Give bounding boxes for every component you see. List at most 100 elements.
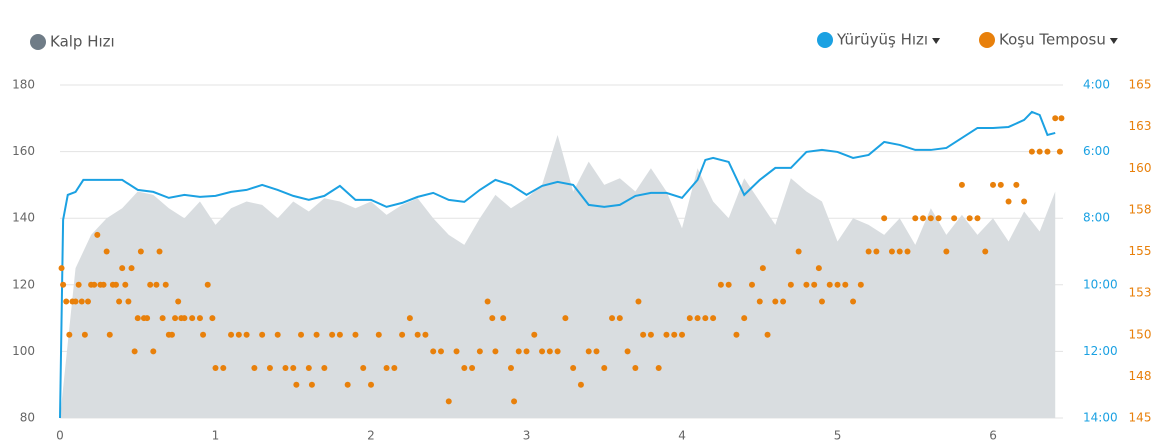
y3-tick-label: 153 xyxy=(1129,286,1152,300)
cadence-dot xyxy=(748,281,755,288)
cadence-dot xyxy=(189,315,196,322)
y3-tick-label: 158 xyxy=(1129,202,1152,216)
cadence-dot xyxy=(308,381,315,388)
cadence-dot xyxy=(562,315,569,322)
cadence-dot xyxy=(336,331,343,338)
cadence-dot xyxy=(305,365,312,372)
cadence-dot xyxy=(1005,198,1012,205)
cadence-dot xyxy=(131,348,138,355)
y-tick-label: 140 xyxy=(12,211,35,225)
cadence-dot xyxy=(787,281,794,288)
cadence-dot xyxy=(1013,181,1020,188)
cadence-dot xyxy=(857,281,864,288)
cadence-dot xyxy=(601,365,608,372)
cadence-dot xyxy=(128,265,135,272)
cadence-dot xyxy=(329,331,336,338)
cadence-dot xyxy=(235,331,242,338)
legend-marker xyxy=(30,34,46,50)
cadence-dot xyxy=(616,315,623,322)
cadence-dot xyxy=(422,331,429,338)
cadence-dot xyxy=(162,281,169,288)
legend-marker xyxy=(817,32,833,48)
cadence-dot xyxy=(368,381,375,388)
x-tick-label: 6 xyxy=(989,429,997,443)
cadence-dot xyxy=(1028,148,1035,155)
cadence-dot xyxy=(103,248,110,255)
cadence-dot xyxy=(344,381,351,388)
cadence-dot xyxy=(391,365,398,372)
cadence-dot xyxy=(282,365,289,372)
cadence-dot xyxy=(511,398,518,405)
cadence-dot xyxy=(663,331,670,338)
cadence-dot xyxy=(383,365,390,372)
legend-dropdown-arrow xyxy=(932,38,941,44)
cadence-dot xyxy=(943,248,950,255)
cadence-dot xyxy=(293,381,300,388)
cadence-dot xyxy=(147,281,154,288)
cadence-dot xyxy=(546,348,553,355)
y-tick-label: 180 xyxy=(12,78,35,92)
cadence-dot xyxy=(593,348,600,355)
cadence-dot xyxy=(150,348,157,355)
cadence-dot xyxy=(920,215,927,222)
cadence-dot xyxy=(795,248,802,255)
cadence-dot xyxy=(927,215,934,222)
cadence-dot xyxy=(733,331,740,338)
cadence-dot xyxy=(91,281,98,288)
cadence-dot xyxy=(1058,115,1065,122)
cadence-dot xyxy=(228,331,235,338)
y2-tick-label: 10:00 xyxy=(1083,277,1118,291)
legend-marker xyxy=(979,32,995,48)
cadence-dot xyxy=(647,331,654,338)
cadence-dot xyxy=(523,348,530,355)
cadence-dot xyxy=(290,365,297,372)
cadence-dot xyxy=(764,331,771,338)
cadence-dot xyxy=(94,231,101,238)
cadence-dot xyxy=(717,281,724,288)
cadence-dot xyxy=(570,365,577,372)
legend-item[interactable]: Yürüyüş Hızı xyxy=(817,31,941,49)
cadence-dot xyxy=(811,281,818,288)
y2-tick-label: 14:00 xyxy=(1083,411,1118,425)
legend-dropdown-arrow xyxy=(1109,38,1118,44)
cadence-dot xyxy=(826,281,833,288)
cadence-dot xyxy=(515,348,522,355)
legend-item[interactable]: Koşu Temposu xyxy=(979,31,1118,49)
cadence-dot xyxy=(243,331,250,338)
cadence-dot xyxy=(850,298,857,305)
cadence-dot xyxy=(58,265,65,272)
cadence-dot xyxy=(196,315,203,322)
cadence-dot xyxy=(818,298,825,305)
y2-tick-label: 8:00 xyxy=(1083,211,1110,225)
legend-label: Koşu Temposu xyxy=(999,31,1106,49)
cadence-dot xyxy=(873,248,880,255)
cadence-dot xyxy=(484,298,491,305)
cadence-dot xyxy=(725,281,732,288)
cadence-dot xyxy=(966,215,973,222)
legend-item[interactable]: Kalp Hızı xyxy=(30,33,115,51)
x-tick-label: 4 xyxy=(678,429,686,443)
cadence-dot xyxy=(106,331,113,338)
x-tick-label: 2 xyxy=(367,429,375,443)
cadence-dot xyxy=(84,298,91,305)
cadence-dot xyxy=(274,331,281,338)
cadence-dot xyxy=(710,315,717,322)
cadence-dot xyxy=(1036,148,1043,155)
cadence-dot xyxy=(313,331,320,338)
cadence-dot xyxy=(1021,198,1028,205)
y3-tick-label: 150 xyxy=(1129,327,1152,341)
x-tick-label: 3 xyxy=(523,429,531,443)
cadence-dot xyxy=(671,331,678,338)
cadence-dot xyxy=(585,348,592,355)
cadence-dot xyxy=(156,248,163,255)
y-tick-label: 80 xyxy=(20,411,35,425)
cadence-dot xyxy=(500,315,507,322)
cadence-dot xyxy=(153,281,160,288)
cadence-dot xyxy=(469,365,476,372)
cadence-dot xyxy=(1044,148,1051,155)
cadence-dot xyxy=(935,215,942,222)
y3-tick-label: 165 xyxy=(1129,78,1152,92)
cadence-dot xyxy=(842,281,849,288)
